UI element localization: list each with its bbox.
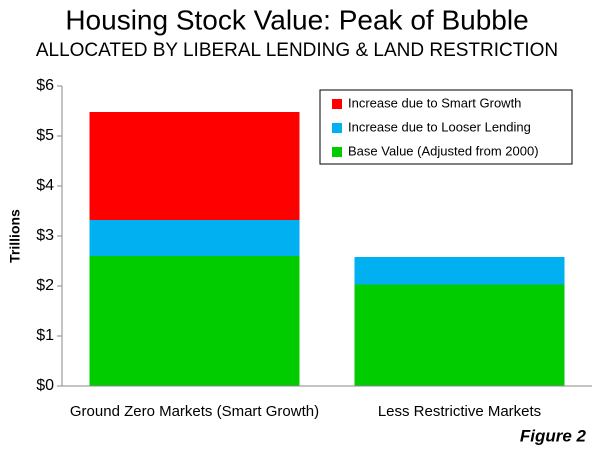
y-tick-label: $0 [36, 377, 54, 394]
legend-box [319, 89, 573, 165]
y-tick-label: $4 [36, 177, 54, 194]
legend-swatch [332, 147, 342, 157]
y-tick-label: $1 [36, 327, 54, 344]
legend-swatch [332, 99, 342, 109]
bar-segment [89, 112, 300, 220]
figure-label: Figure 2 [520, 426, 587, 445]
x-tick-label: Less Restrictive Markets [378, 403, 541, 420]
y-axis-label: Trillions [7, 209, 23, 263]
bar-segment [89, 220, 300, 256]
y-tick-label: $2 [36, 277, 54, 294]
bar-segment [354, 257, 565, 285]
chart-subtitle: ALLOCATED BY LIBERAL LENDING & LAND REST… [36, 40, 558, 61]
y-tick-label: $6 [36, 77, 54, 94]
chart-title: Housing Stock Value: Peak of Bubble [65, 4, 528, 35]
y-tick-label: $5 [36, 127, 54, 144]
x-tick-label: Ground Zero Markets (Smart Growth) [70, 403, 319, 420]
bar-segment [89, 256, 300, 386]
bar-segment [354, 284, 565, 386]
legend-swatch [332, 123, 342, 133]
legend-label: Increase due to Looser Lending [348, 119, 531, 134]
legend-label: Increase due to Smart Growth [348, 95, 521, 110]
legend-label: Base Value (Adjusted from 2000) [348, 143, 539, 158]
y-tick-label: $3 [36, 227, 54, 244]
